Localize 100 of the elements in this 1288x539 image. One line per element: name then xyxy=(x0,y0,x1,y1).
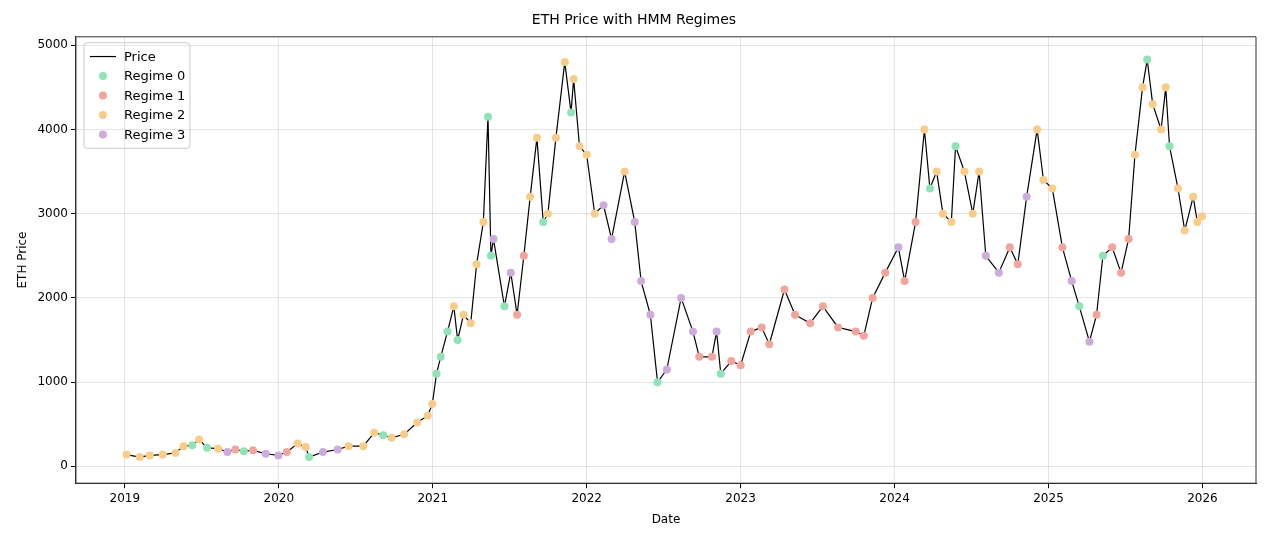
point xyxy=(1117,268,1126,277)
point xyxy=(1189,192,1198,201)
point xyxy=(951,142,960,151)
point xyxy=(938,209,947,218)
y-tick-label: 1000 xyxy=(37,374,68,389)
point xyxy=(195,435,204,444)
x-tick-label: 2021 xyxy=(417,490,449,505)
point xyxy=(428,400,437,409)
point xyxy=(1180,226,1189,235)
point xyxy=(249,446,258,455)
point xyxy=(859,331,868,340)
point xyxy=(736,361,745,370)
point xyxy=(506,268,515,277)
point xyxy=(370,428,379,437)
point xyxy=(630,218,639,227)
point xyxy=(513,310,522,319)
point xyxy=(780,285,789,294)
point xyxy=(806,319,815,328)
point xyxy=(526,192,535,201)
point xyxy=(968,209,977,218)
point xyxy=(1039,175,1048,184)
point xyxy=(981,251,990,260)
point xyxy=(282,448,291,457)
point xyxy=(1130,150,1139,159)
point xyxy=(1098,251,1107,260)
point xyxy=(1198,212,1207,221)
point xyxy=(569,74,578,83)
point xyxy=(459,310,468,319)
point xyxy=(171,448,180,457)
point xyxy=(894,243,903,252)
point xyxy=(695,352,704,361)
x-axis-title: Date xyxy=(651,511,681,526)
point xyxy=(1157,125,1166,134)
point xyxy=(975,167,984,176)
point xyxy=(261,449,270,458)
point xyxy=(757,323,766,332)
point xyxy=(274,451,283,460)
point xyxy=(122,450,131,459)
point xyxy=(158,450,167,459)
y-tick-label: 4000 xyxy=(37,121,68,136)
point xyxy=(947,218,956,227)
point xyxy=(599,201,608,210)
point xyxy=(293,439,302,448)
x-tick-label: 2023 xyxy=(725,490,756,505)
point xyxy=(925,184,934,193)
point xyxy=(920,125,929,134)
point xyxy=(1148,100,1157,109)
chart-title: ETH Price with HMM Regimes xyxy=(531,11,737,28)
point xyxy=(746,327,755,336)
legend-label: Regime 1 xyxy=(123,87,186,103)
point xyxy=(483,112,492,121)
point xyxy=(344,442,353,451)
point xyxy=(677,293,686,302)
point xyxy=(500,302,509,311)
point xyxy=(818,302,827,311)
point xyxy=(519,251,528,260)
point xyxy=(560,58,569,67)
x-tick-label: 2019 xyxy=(109,490,141,505)
point xyxy=(486,251,495,260)
point xyxy=(646,310,655,319)
point xyxy=(1173,184,1182,193)
point xyxy=(449,302,458,311)
point xyxy=(301,442,310,451)
point xyxy=(443,327,452,336)
point xyxy=(994,268,1003,277)
x-tick-label: 2024 xyxy=(879,490,910,505)
point xyxy=(765,340,774,349)
point xyxy=(712,327,721,336)
point xyxy=(539,218,548,227)
point xyxy=(881,268,890,277)
point xyxy=(688,327,697,336)
point xyxy=(472,260,481,269)
point xyxy=(868,293,877,302)
legend-label: Regime 3 xyxy=(123,126,186,142)
point xyxy=(911,218,920,227)
legend-label: Price xyxy=(123,48,156,64)
point xyxy=(453,336,462,345)
point xyxy=(387,433,396,442)
point xyxy=(1013,260,1022,269)
y-tick-label: 2000 xyxy=(37,290,68,305)
point xyxy=(359,442,368,451)
point xyxy=(653,378,662,387)
point xyxy=(607,234,616,243)
legend-label: Regime 0 xyxy=(123,68,186,84)
x-tick-label: 2026 xyxy=(1187,490,1218,505)
legend-label: Regime 2 xyxy=(123,107,186,123)
point xyxy=(400,430,409,439)
point xyxy=(423,411,432,420)
point xyxy=(1161,83,1170,92)
point xyxy=(305,453,314,462)
point xyxy=(239,447,248,456)
point xyxy=(960,167,969,176)
x-tick-label: 2022 xyxy=(571,490,602,505)
point xyxy=(582,150,591,159)
point xyxy=(551,133,560,142)
point xyxy=(203,443,212,452)
point xyxy=(532,133,541,142)
point xyxy=(318,448,327,457)
point xyxy=(1092,310,1101,319)
point xyxy=(1165,142,1174,151)
